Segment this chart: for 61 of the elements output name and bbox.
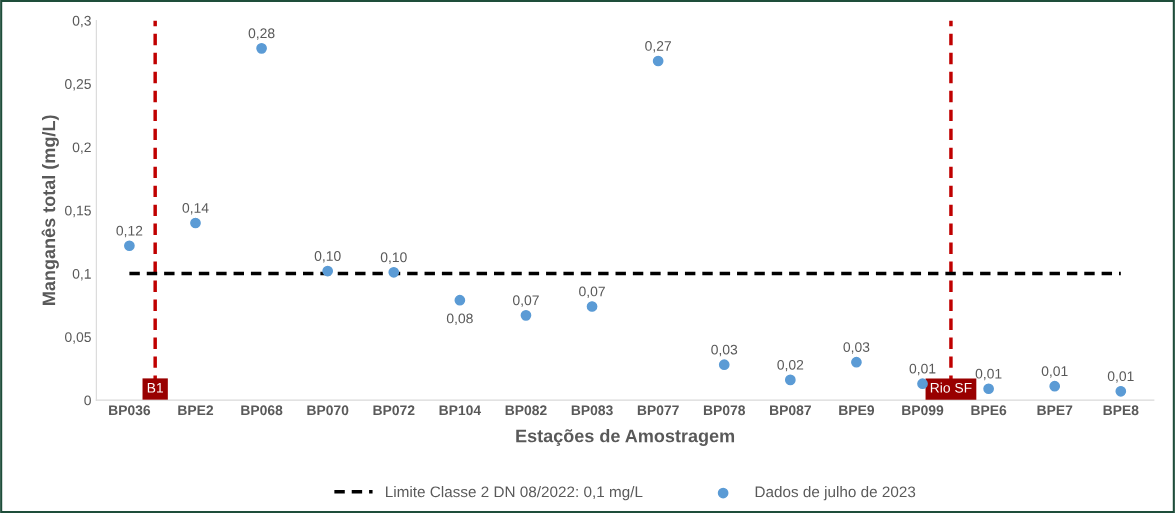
- x-tick-label: BP087: [770, 405, 811, 416]
- x-tick-label: BP068: [241, 405, 283, 416]
- point: [851, 356, 862, 368]
- x-tick-label: BP078: [703, 405, 746, 416]
- y-axis-title: Manganês total (mg/L): [41, 115, 59, 305]
- x-tick-label: BP104: [439, 405, 482, 416]
- data-label: 0,10: [314, 251, 341, 263]
- point: [1115, 385, 1127, 397]
- x-tick-label: BP077: [637, 405, 679, 416]
- point: [322, 265, 334, 277]
- data-label: 0,14: [182, 202, 209, 215]
- point: [586, 301, 598, 312]
- point: [784, 374, 796, 386]
- data-label: 0,28: [248, 28, 275, 40]
- point: [983, 383, 994, 395]
- point: [256, 43, 267, 54]
- data-label: 0,03: [843, 342, 870, 354]
- x-tick-label: BP072: [373, 405, 415, 416]
- x-tick-label: BPE2: [178, 405, 214, 416]
- data-label: 0,10: [380, 252, 407, 264]
- y-tick-label: 0: [84, 395, 91, 406]
- y-tick-label: 0,25: [65, 79, 91, 91]
- point: [520, 310, 532, 321]
- y-tick-label: 0,3: [72, 15, 91, 28]
- data-label: 0,01: [1107, 371, 1134, 383]
- data-label: 0,07: [579, 286, 605, 298]
- x-tick-label: BP036: [109, 405, 151, 416]
- y-tick-label: 0,05: [65, 332, 91, 344]
- point: [190, 217, 201, 229]
- data-label: 0,02: [777, 359, 804, 372]
- data-label: 0,01: [1041, 366, 1068, 378]
- x-axis-title: Estações de Amostragem: [516, 429, 735, 446]
- point: [454, 294, 466, 306]
- point: [652, 55, 664, 67]
- data-label: 0,07: [512, 295, 539, 307]
- x-tick-label: BPE8: [1103, 405, 1139, 416]
- point: [718, 359, 730, 371]
- annotation: Rio SF: [930, 382, 972, 393]
- point: [917, 378, 928, 390]
- data-label: 0,27: [645, 41, 671, 53]
- x-tick-label: BPE9: [839, 405, 875, 416]
- data-label: 0,01: [909, 363, 936, 376]
- y-tick-label: 0,1: [72, 268, 91, 281]
- point: [124, 240, 135, 252]
- annotation: B1: [147, 383, 163, 393]
- data-label: 0,03: [711, 344, 738, 357]
- y-tick-label: 0,2: [72, 142, 91, 154]
- x-tick-label: BPE6: [971, 405, 1007, 416]
- data-label: 0,08: [446, 313, 473, 325]
- x-tick-label: BP070: [307, 405, 349, 416]
- y-tick-label: 0,15: [65, 205, 91, 218]
- x-tick-label: BPE7: [1037, 405, 1073, 416]
- point: [1049, 380, 1061, 392]
- x-tick-label: BP099: [902, 405, 944, 416]
- legend-label: Dados de julho de 2023: [755, 486, 916, 501]
- legend-label: Limite Classe 2 DN 08/2022: 0,1 mg/L: [386, 486, 643, 501]
- data-label: 0,12: [116, 225, 143, 238]
- data-label: 0,01: [975, 368, 1002, 381]
- x-tick-label: BP083: [571, 405, 613, 416]
- x-tick-label: BP082: [505, 405, 547, 416]
- point: [388, 266, 400, 278]
